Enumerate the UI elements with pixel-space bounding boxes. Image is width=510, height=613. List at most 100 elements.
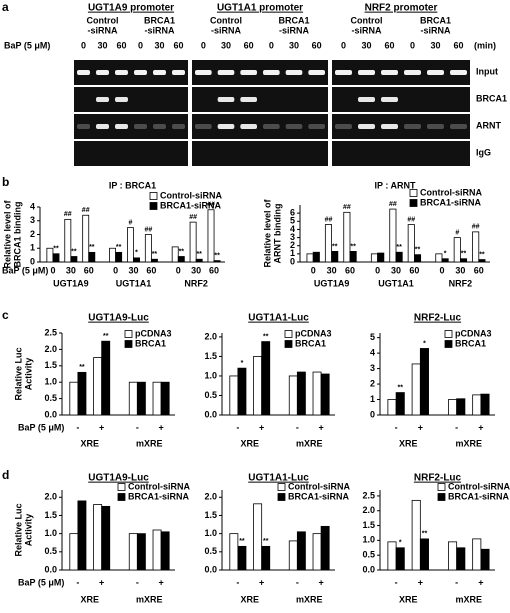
gel-image [192,141,328,166]
significance-mark: * [135,250,138,257]
x-tick-label: 0 [311,265,316,275]
significance-mark: ** [196,251,202,258]
x-tick-label: 30 [128,265,138,275]
significance-mark: ## [64,211,72,218]
band [335,70,352,75]
significance-mark: ** [415,247,421,254]
band [240,97,257,102]
x-tick-label: + [418,422,423,432]
y-tick-label: 0 [370,409,375,419]
band [404,124,421,129]
group-label: NRF2 [449,278,473,288]
y-tick-label: 0 [30,256,35,266]
lane-label: 60 [244,40,254,50]
significance-mark: * [241,360,244,367]
chart-title: UGT1A1-Luc [248,313,309,324]
panel-label: c [2,308,9,322]
bap-label: BaP (5 μM) [4,40,50,50]
legend-swatch [124,340,133,348]
band [335,124,352,129]
bar [115,251,123,263]
lane-label: 0 [341,40,346,50]
y-tick-label: 1.0 [204,528,217,538]
x-tick-label: - [136,422,139,432]
band [172,70,185,75]
x-tick-label: + [158,577,163,587]
legend-swatch [409,189,418,197]
x-tick-label: - [296,577,299,587]
band [381,97,398,102]
y-tick-label: 0.5 [44,393,57,403]
band [285,124,303,129]
band [195,70,212,75]
row-label: ARNT [476,120,501,130]
bar [261,545,271,571]
legend-label: BRCA1-siRNA [128,491,190,501]
bar [312,251,320,263]
legend-swatch [277,493,286,501]
bar [478,259,486,263]
bar [296,371,306,416]
y-tick-label: 1.5 [204,351,217,361]
band [404,70,421,75]
significance-mark: # [129,219,133,226]
significance-mark: ** [461,251,467,258]
bap-label: BaP (5 μM) [18,422,64,432]
group-label: -siRNA [420,25,451,35]
gel-image [332,87,470,112]
bar [459,258,468,263]
band [358,124,375,129]
significance-mark: ## [407,216,415,223]
legend-swatch [284,330,293,338]
bar [411,499,421,571]
band [381,124,398,129]
promoter-title: UGT1A1 promoter [217,3,303,14]
band [217,97,235,102]
band [77,124,90,129]
legend-label: BRCA1-siRNA [160,200,222,210]
significance-mark: ** [398,384,404,391]
bar [312,371,322,416]
bar [320,525,330,571]
significance-mark: ** [116,244,122,251]
x-tick-label: - [136,577,139,587]
chart-title: NRF2-Luc [414,313,462,324]
chart-title: IP : ARNT [374,180,416,190]
bar [349,251,357,263]
bar [407,224,415,263]
significance-mark: ** [239,538,245,545]
bar [152,529,162,571]
x-tick-label: 30 [391,265,401,275]
legend-swatch [277,483,286,491]
y-tick-label: 4 [290,224,295,234]
chart-title: UGT1A9-Luc [88,313,149,324]
bar [160,531,170,571]
bar [207,209,215,263]
bar [320,373,330,416]
group-label: BRCA1 [278,15,309,25]
y-tick-label: 1.0 [204,370,217,380]
bar [237,367,247,416]
y-axis-label: ARNT binding [272,204,282,264]
band [153,124,166,129]
promoter-title: NRF2 promoter [365,3,438,14]
y-tick-label: 1.0 [362,535,375,545]
significance-mark: ** [479,251,485,258]
bap-label: BaP (5 μM) [2,265,48,275]
legend-swatch [444,340,453,348]
significance-mark: ** [152,251,158,258]
lane-label: 0 [81,40,86,50]
legend-label: BRCA1-siRNA [420,197,482,207]
x-tick-label: + [418,577,423,587]
group-label: Control [351,15,383,25]
significance-mark: ## [189,214,197,221]
bar [253,503,263,571]
band [217,70,235,75]
bar [109,247,116,263]
bar [448,399,458,416]
bar [331,251,339,263]
x-tick-label: + [259,577,264,587]
y-tick-label: 5 [290,216,295,226]
band [134,124,147,129]
significance-mark: ** [263,333,269,340]
